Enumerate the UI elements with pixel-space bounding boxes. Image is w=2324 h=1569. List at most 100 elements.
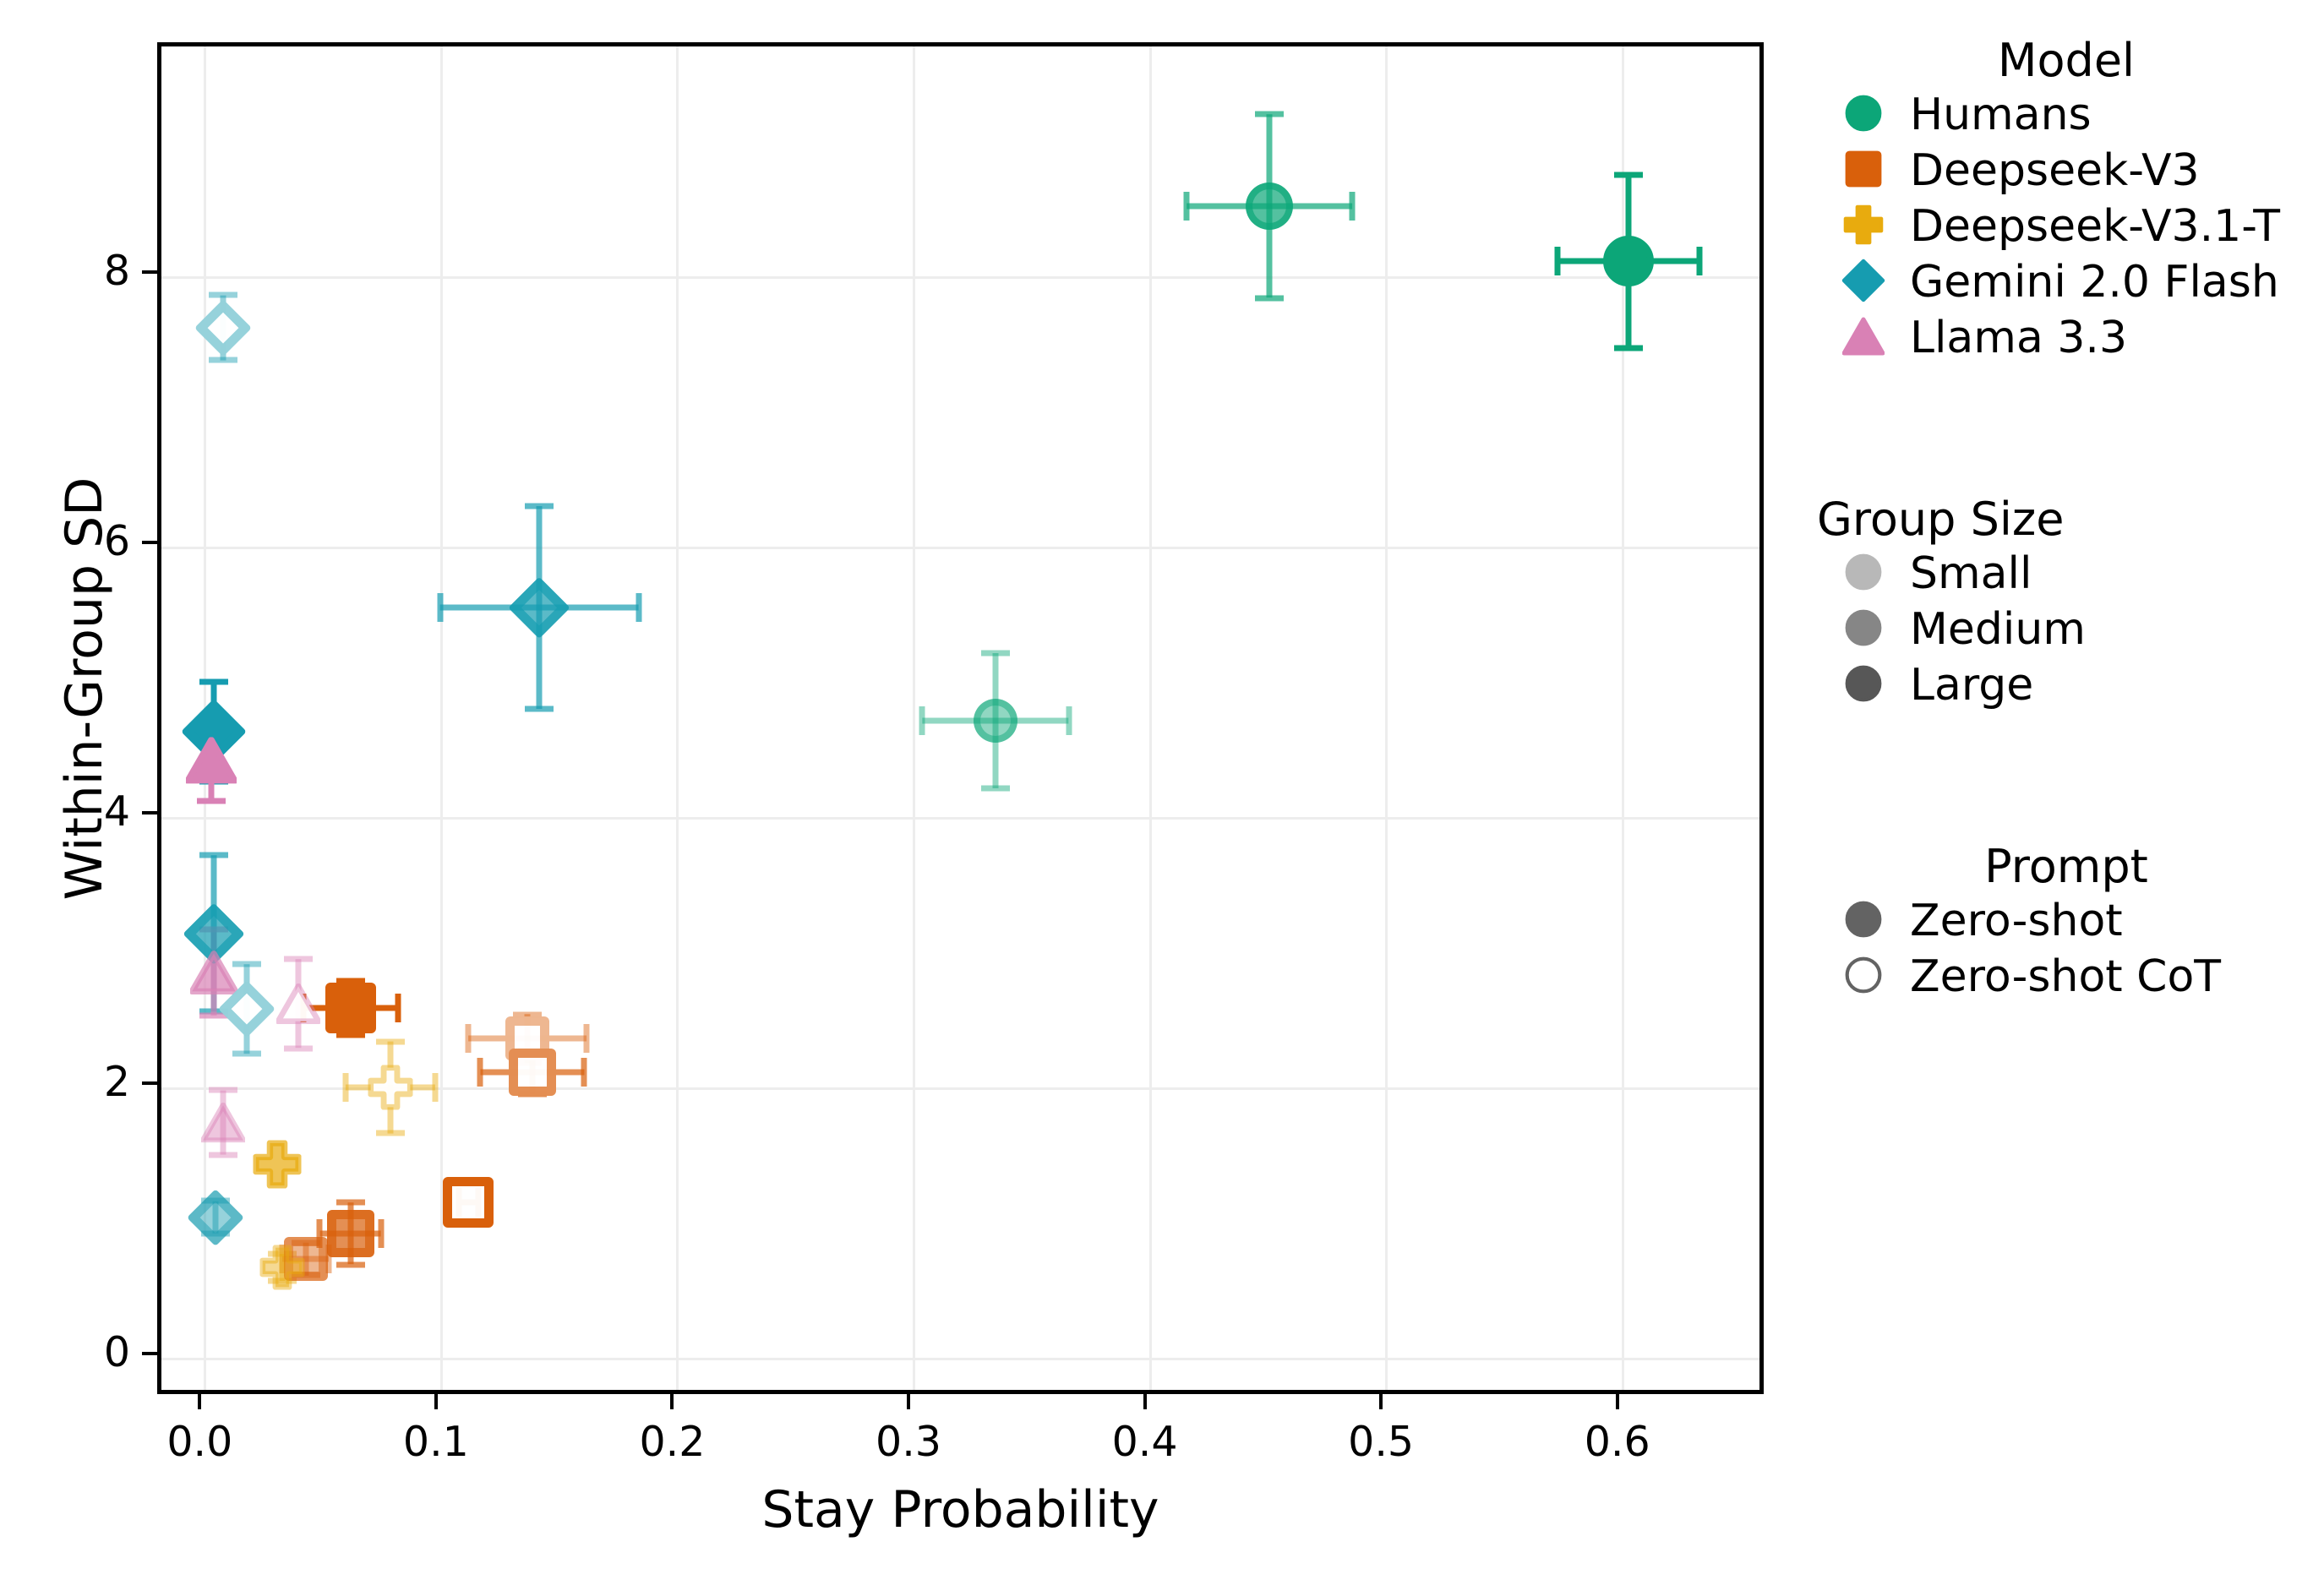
circle-icon <box>1845 609 1882 646</box>
error-bar-cap <box>291 1239 320 1246</box>
x-tick-mark <box>906 1394 910 1409</box>
legend-model-rows: Humans Deepseek-V3 Deepseek-V3.1-T Gemin… <box>1817 87 2324 366</box>
legend-model-item-0[interactable]: Humans <box>1817 87 2324 143</box>
gridline-vertical <box>1148 46 1152 1390</box>
plot-canvas <box>161 46 1759 1390</box>
error-bar-cap <box>1183 191 1190 221</box>
legend-group-size-item-0[interactable]: Small <box>1817 546 2324 602</box>
triangle-icon <box>1817 310 1910 366</box>
error-bar-cap <box>980 650 1010 656</box>
x-tick-label: 0.0 <box>166 1418 233 1466</box>
legend-section-prompt: Prompt Zero-shot Zero-shot CoT <box>1817 840 2324 1005</box>
legend-model-item-2[interactable]: Deepseek-V3.1-T <box>1817 199 2324 254</box>
x-axis-title: Stay Probability <box>761 1480 1159 1539</box>
legend-title-group-size: Group Size <box>1817 493 2065 546</box>
data-point-square <box>326 1209 374 1257</box>
legend-title-prompt: Prompt <box>1984 840 2148 893</box>
data-point-plus <box>259 1245 305 1290</box>
square-icon <box>1845 150 1882 188</box>
diamond-icon <box>1817 254 1910 310</box>
error-bar-cap <box>477 1058 483 1087</box>
circle-icon <box>1817 602 1910 657</box>
gridline-horizontal <box>161 817 1759 820</box>
plot-area <box>157 42 1764 1394</box>
error-bar-cap <box>583 1024 590 1054</box>
error-bar-cap <box>279 1245 286 1274</box>
error-bar-cap <box>267 1250 297 1257</box>
error-bar-cap <box>284 956 314 962</box>
circle-icon <box>1817 893 1910 949</box>
error-bar-cap <box>437 593 444 622</box>
data-point-plus <box>253 1140 302 1190</box>
error-bar-cap <box>1255 111 1285 117</box>
circle-open-icon <box>1817 949 1910 1005</box>
error-bar-vertical <box>220 1090 226 1155</box>
data-point-diamond <box>508 576 570 639</box>
data-point-square <box>283 1237 328 1282</box>
error-bar-vertical <box>212 1201 219 1234</box>
legend-model-item-4[interactable]: Llama 3.3 <box>1817 310 2324 366</box>
circle-open-icon <box>1845 956 1882 994</box>
gridline-horizontal <box>161 1358 1759 1360</box>
data-point-square <box>508 1049 556 1097</box>
error-bar-cap <box>1614 172 1644 178</box>
error-bar-cap <box>201 1230 231 1237</box>
plus-icon <box>1843 204 1884 245</box>
data-point-triangle <box>184 736 238 784</box>
data-point-triangle <box>199 1102 246 1143</box>
x-tick-label: 0.6 <box>1584 1418 1650 1466</box>
x-tick-label: 0.2 <box>639 1418 706 1466</box>
error-bar-cap <box>525 503 554 509</box>
y-axis-title: Within-Group SD <box>55 477 114 901</box>
x-tick-label: 0.4 <box>1111 1418 1178 1466</box>
data-point-plus <box>368 1065 413 1110</box>
y-tick-mark <box>142 1352 157 1355</box>
y-tick-label: 4 <box>103 787 130 836</box>
circle-icon <box>1817 87 1910 143</box>
legend-prompt-item-0[interactable]: Zero-shot <box>1817 893 2324 949</box>
y-tick-mark <box>142 811 157 814</box>
error-bar-cap <box>378 1218 385 1248</box>
legend-section-group-size: Group Size Small Medium Large <box>1817 493 2324 713</box>
gridline-vertical <box>676 46 679 1390</box>
circle-icon <box>1845 901 1882 938</box>
x-tick-label: 0.1 <box>402 1418 469 1466</box>
legend-title-model: Model <box>1997 34 2136 87</box>
error-bar-cap <box>284 1045 314 1052</box>
error-bar-cap <box>1255 295 1285 302</box>
legend-prompt-item-1[interactable]: Zero-shot CoT <box>1817 949 2324 1005</box>
error-bar-cap <box>581 1058 587 1087</box>
error-bar-cap <box>336 1261 365 1268</box>
error-bar-cap <box>513 1011 543 1018</box>
error-bar-vertical <box>279 1253 286 1281</box>
x-tick-mark <box>434 1394 438 1409</box>
error-bar-cap <box>208 1087 237 1093</box>
error-bar-vertical <box>303 1242 309 1276</box>
legend-group-size-label: Medium <box>1910 604 2086 655</box>
x-tick-label: 0.5 <box>1348 1418 1415 1466</box>
data-point-circle <box>1246 182 1294 230</box>
error-bar-cap <box>201 1197 231 1204</box>
legend-model-label: Llama 3.3 <box>1910 313 2128 363</box>
error-bar-cap <box>395 993 401 1022</box>
x-tick-label: 0.3 <box>876 1418 941 1466</box>
legend-model-item-1[interactable]: Deepseek-V3 <box>1817 143 2324 199</box>
error-bar-cap <box>232 1050 261 1057</box>
error-bar-cap <box>336 1199 365 1206</box>
error-bar-cap <box>336 978 365 984</box>
gridline-vertical <box>1385 46 1388 1390</box>
diamond-icon <box>1841 259 1885 302</box>
legend-group-size-item-1[interactable]: Medium <box>1817 602 2324 657</box>
circle-icon <box>1817 657 1910 713</box>
gridline-vertical <box>439 46 443 1390</box>
error-bar-cap <box>1614 345 1644 351</box>
error-bar-cap <box>376 1130 406 1136</box>
error-bar-cap <box>208 1152 237 1158</box>
legend-model-item-3[interactable]: Gemini 2.0 Flash <box>1817 254 2324 310</box>
legend-group-size-label: Small <box>1910 548 2032 599</box>
legend-group-size-item-2[interactable]: Large <box>1817 657 2324 713</box>
legend: Model Humans Deepseek-V3 Deepseek-V3.1-T… <box>1817 34 2324 1301</box>
error-bar-cap <box>980 785 1010 792</box>
plus-icon <box>1817 199 1910 254</box>
